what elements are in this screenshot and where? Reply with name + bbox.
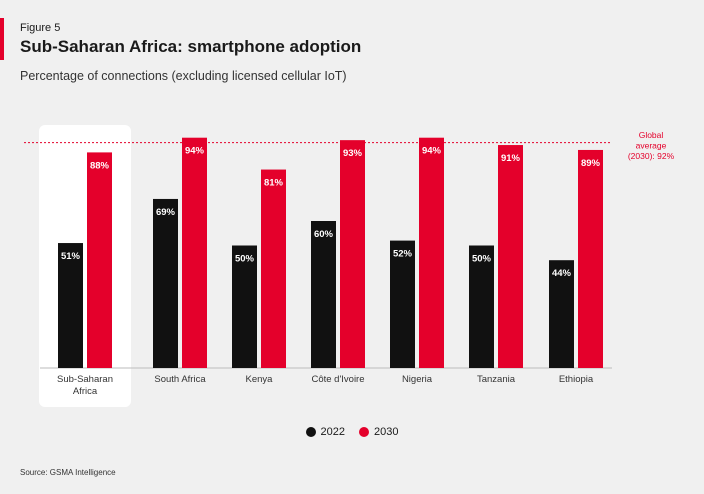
data-label-2030: 91% [501,153,521,164]
bar-2030 [87,152,112,368]
bar-2022 [390,240,415,368]
reference-line-label: average [636,141,667,151]
data-label-2022: 50% [235,254,255,265]
bar-2022 [469,245,494,368]
legend-swatch-2030 [359,427,369,437]
bar-2030 [498,145,523,368]
chart-subtitle: Percentage of connections (excluding lic… [20,69,347,83]
data-label-2030: 94% [422,146,442,157]
legend-swatch-2022 [305,427,316,437]
category-label: Nigeria [402,374,433,385]
category-label: South Africa [154,374,206,385]
reference-line-label: (2030): 92% [628,151,675,161]
bar-2030 [182,137,207,368]
bar-2022 [153,198,178,368]
bar-2022 [232,245,257,368]
source-note: Source: GSMA Intelligence [20,468,116,477]
data-label-2022: 52% [393,249,413,260]
bar-2030 [261,169,286,368]
legend: 2022 2030 [0,426,704,438]
data-label-2030: 81% [264,178,284,189]
data-label-2022: 51% [61,251,81,262]
bar-2030 [340,140,365,368]
chart-title: Sub-Saharan Africa: smartphone adoption [20,37,362,56]
data-label-2022: 50% [472,254,492,265]
reference-line-label: Global [639,130,664,140]
category-label: Ethiopia [559,374,594,385]
bar-2022 [549,260,574,368]
category-label: Africa [73,386,98,397]
data-label-2030: 93% [343,148,363,159]
data-label-2030: 94% [185,146,205,157]
data-label-2022: 44% [552,268,572,279]
accent-bar [0,18,4,60]
data-label-2030: 89% [581,158,601,169]
bar-2030 [578,149,603,368]
bar-2022 [58,243,83,368]
legend-label-2022: 2022 [320,426,345,438]
legend-label-2030: 2030 [374,426,399,438]
highlight-box [39,125,131,407]
bar-2022 [311,221,336,368]
bar-2030 [419,137,444,368]
data-label-2030: 88% [90,160,110,171]
figure-label: Figure 5 [20,22,61,34]
data-label-2022: 69% [156,207,176,218]
category-label: Kenya [246,374,274,385]
data-label-2022: 60% [314,229,334,240]
legend-item-2030: 2030 [359,426,398,438]
category-label: Tanzania [477,374,516,385]
legend-item-2022: 2022 [305,426,345,438]
category-label: Sub-Saharan [57,374,113,385]
category-label: Côte d'Ivoire [311,374,364,385]
